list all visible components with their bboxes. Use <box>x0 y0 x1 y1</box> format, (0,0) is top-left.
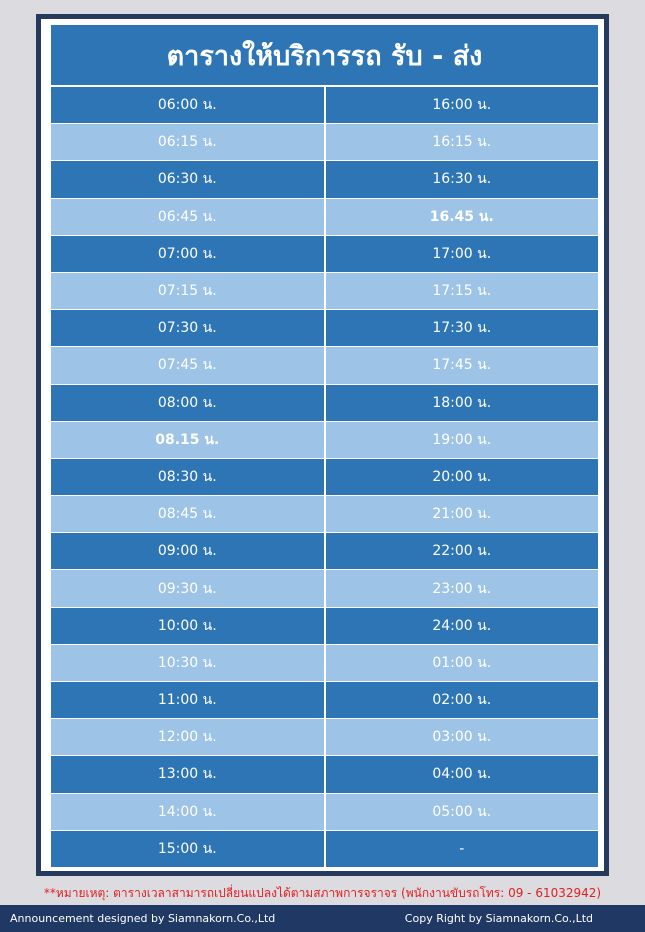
table-cell: 24:00 น. <box>325 607 598 644</box>
table-cell: 08:00 น. <box>51 384 326 421</box>
table-cell: 15:00 น. <box>51 830 326 867</box>
table-cell: 06:00 น. <box>51 87 326 124</box>
table-cell: 02:00 น. <box>325 682 598 719</box>
table-cell: 03:00 น. <box>325 719 598 756</box>
table-row: 14:00 น. 05:00 น. <box>51 793 598 831</box>
table-cell: 11:00 น. <box>51 682 326 719</box>
schedule-table: 06:00 น. 16:00 น. 06:15 น. 16:15 น. 06:30 น.… <box>51 87 598 868</box>
table-cell: 04:00 น. <box>325 756 598 793</box>
table-cell: 08:45 น. <box>51 496 326 533</box>
table-row: 09:30 น. 23:00 น. <box>51 570 598 608</box>
table-row: 07:15 น. 17:15 น. <box>51 272 598 311</box>
table-row: 09:00 น. 22:00 น. <box>51 533 598 571</box>
table-row: 06:00 น. 16:00 น. <box>51 87 598 125</box>
table-cell: 01:00 น. <box>325 644 598 681</box>
table-cell: 16:15 น. <box>325 124 598 161</box>
table-cell: 06:15 น. <box>51 124 326 161</box>
table-cell: 17:45 น. <box>325 347 598 384</box>
table-cell: 18:00 น. <box>325 384 598 421</box>
table-cell: 07:15 น. <box>51 272 326 310</box>
table-cell: 10:00 น. <box>51 607 326 644</box>
table-cell: 14:00 น. <box>51 793 326 830</box>
table-cell: 09:00 น. <box>51 533 326 570</box>
table-cell: 23:00 น. <box>325 570 598 607</box>
table-cell: 05:00 น. <box>325 793 598 830</box>
table-cell: 07:00 น. <box>51 235 326 272</box>
table-cell: 07:30 น. <box>51 310 326 347</box>
title: ตารางให้บริการรถ รับ - ส่ง <box>51 25 598 85</box>
table-cell: 08:30 น. <box>51 458 326 496</box>
table-cell: 12:00 น. <box>51 719 326 756</box>
table-row: 07:45 น. 17:45 น. <box>51 347 598 385</box>
table-row: 08:45 น. 21:00 น. <box>51 496 598 534</box>
footer-right: Copy Right by Siamnakorn.Co.,Ltd <box>404 912 593 925</box>
table-row: 15:00 น. - <box>51 830 598 868</box>
table-row: 10:00 น. 24:00 น. <box>51 607 598 645</box>
table-row: 11:00 น. 02:00 น. <box>51 682 598 720</box>
footer-left: Announcement designed by Siamnakorn.Co.,… <box>10 912 276 925</box>
note: **หมายเหตุ: ตารางเวลาสามารถเปลี่ยนแปลงได… <box>43 886 602 900</box>
table-cell: 16.45 น. <box>325 198 598 235</box>
table-row: 07:30 น. 17:30 น. <box>51 310 598 348</box>
table-row: 08:00 น. 18:00 น. <box>51 384 598 422</box>
table-cell: 08.15 น. <box>51 421 326 458</box>
table-row: 07:00 น. 17:00 น. <box>51 235 598 273</box>
table-cell: 17:30 น. <box>325 310 598 347</box>
table-cell: 10:30 น. <box>51 644 326 681</box>
table-row: 06:15 น. 16:15 น. <box>51 124 598 162</box>
table-cell: 06:45 น. <box>51 198 326 235</box>
table-cell: 13:00 น. <box>51 756 326 793</box>
table-cell: 07:45 น. <box>51 347 326 384</box>
table-cell: 21:00 น. <box>325 496 598 533</box>
table-cell: 20:00 น. <box>325 458 598 496</box>
table-cell: 09:30 น. <box>51 570 326 607</box>
table-row: 08:30 น. 20:00 น. <box>51 458 598 497</box>
table-cell: 16:30 น. <box>325 161 598 198</box>
table-cell: - <box>325 830 598 867</box>
footer: Announcement designed by Siamnakorn.Co.,… <box>0 905 645 932</box>
table-cell: 17:15 น. <box>325 272 598 310</box>
table-cell: 06:30 น. <box>51 161 326 198</box>
table-cell: 22:00 น. <box>325 533 598 570</box>
table-cell: 17:00 น. <box>325 235 598 272</box>
table-row: 06:45 น. 16.45 น. <box>51 198 598 236</box>
table-cell: 19:00 น. <box>325 421 598 458</box>
table-row: 06:30 น. 16:30 น. <box>51 161 598 199</box>
table-row: 08.15 น. 19:00 น. <box>51 421 598 459</box>
table-row: 10:30 น. 01:00 น. <box>51 644 598 682</box>
table-row: 13:00 น. 04:00 น. <box>51 756 598 794</box>
table-cell: 16:00 น. <box>325 87 598 124</box>
table-row: 12:00 น. 03:00 น. <box>51 719 598 757</box>
